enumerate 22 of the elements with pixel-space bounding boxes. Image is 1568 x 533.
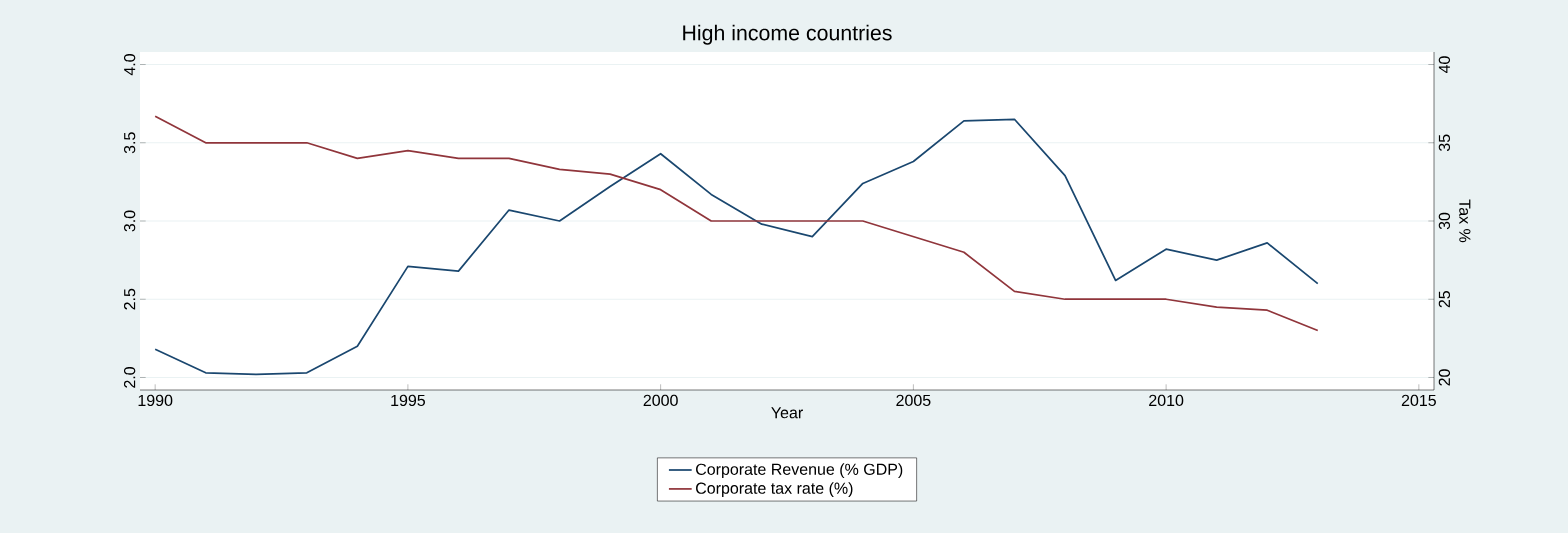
legend-label: Corporate Revenue (% GDP): [696, 463, 903, 479]
y-tick-label: 3.0: [123, 210, 136, 232]
y-tick-label: 2.0: [123, 366, 136, 388]
y2-tick-label: 30: [1438, 212, 1451, 230]
y2-axis-title: Tax %: [1459, 199, 1471, 243]
y2-tick-label: 25: [1438, 291, 1451, 308]
x-tick-label: 2000: [643, 394, 678, 407]
y2-tick-label: 20: [1438, 369, 1451, 386]
y2-tick-label: 40: [1438, 56, 1451, 74]
x-tick-label: 2005: [896, 394, 931, 407]
y2-tick-label: 35: [1438, 134, 1451, 152]
y-tick-label: 2.5: [123, 288, 136, 310]
y-tick-label: 4.0: [123, 54, 136, 76]
x-tick-label: 1995: [391, 394, 426, 407]
legend-label: Corporate tax rate (%): [696, 482, 853, 498]
x-tick-label: 2010: [1149, 394, 1184, 407]
x-tick-label: 2015: [1401, 394, 1436, 407]
x-tick-label: 1990: [138, 394, 173, 407]
chart-title: High income countries: [683, 24, 892, 45]
y-tick-label: 3.5: [123, 132, 136, 154]
line-series: [154, 118, 1319, 376]
x-axis-title: Year: [771, 407, 803, 419]
